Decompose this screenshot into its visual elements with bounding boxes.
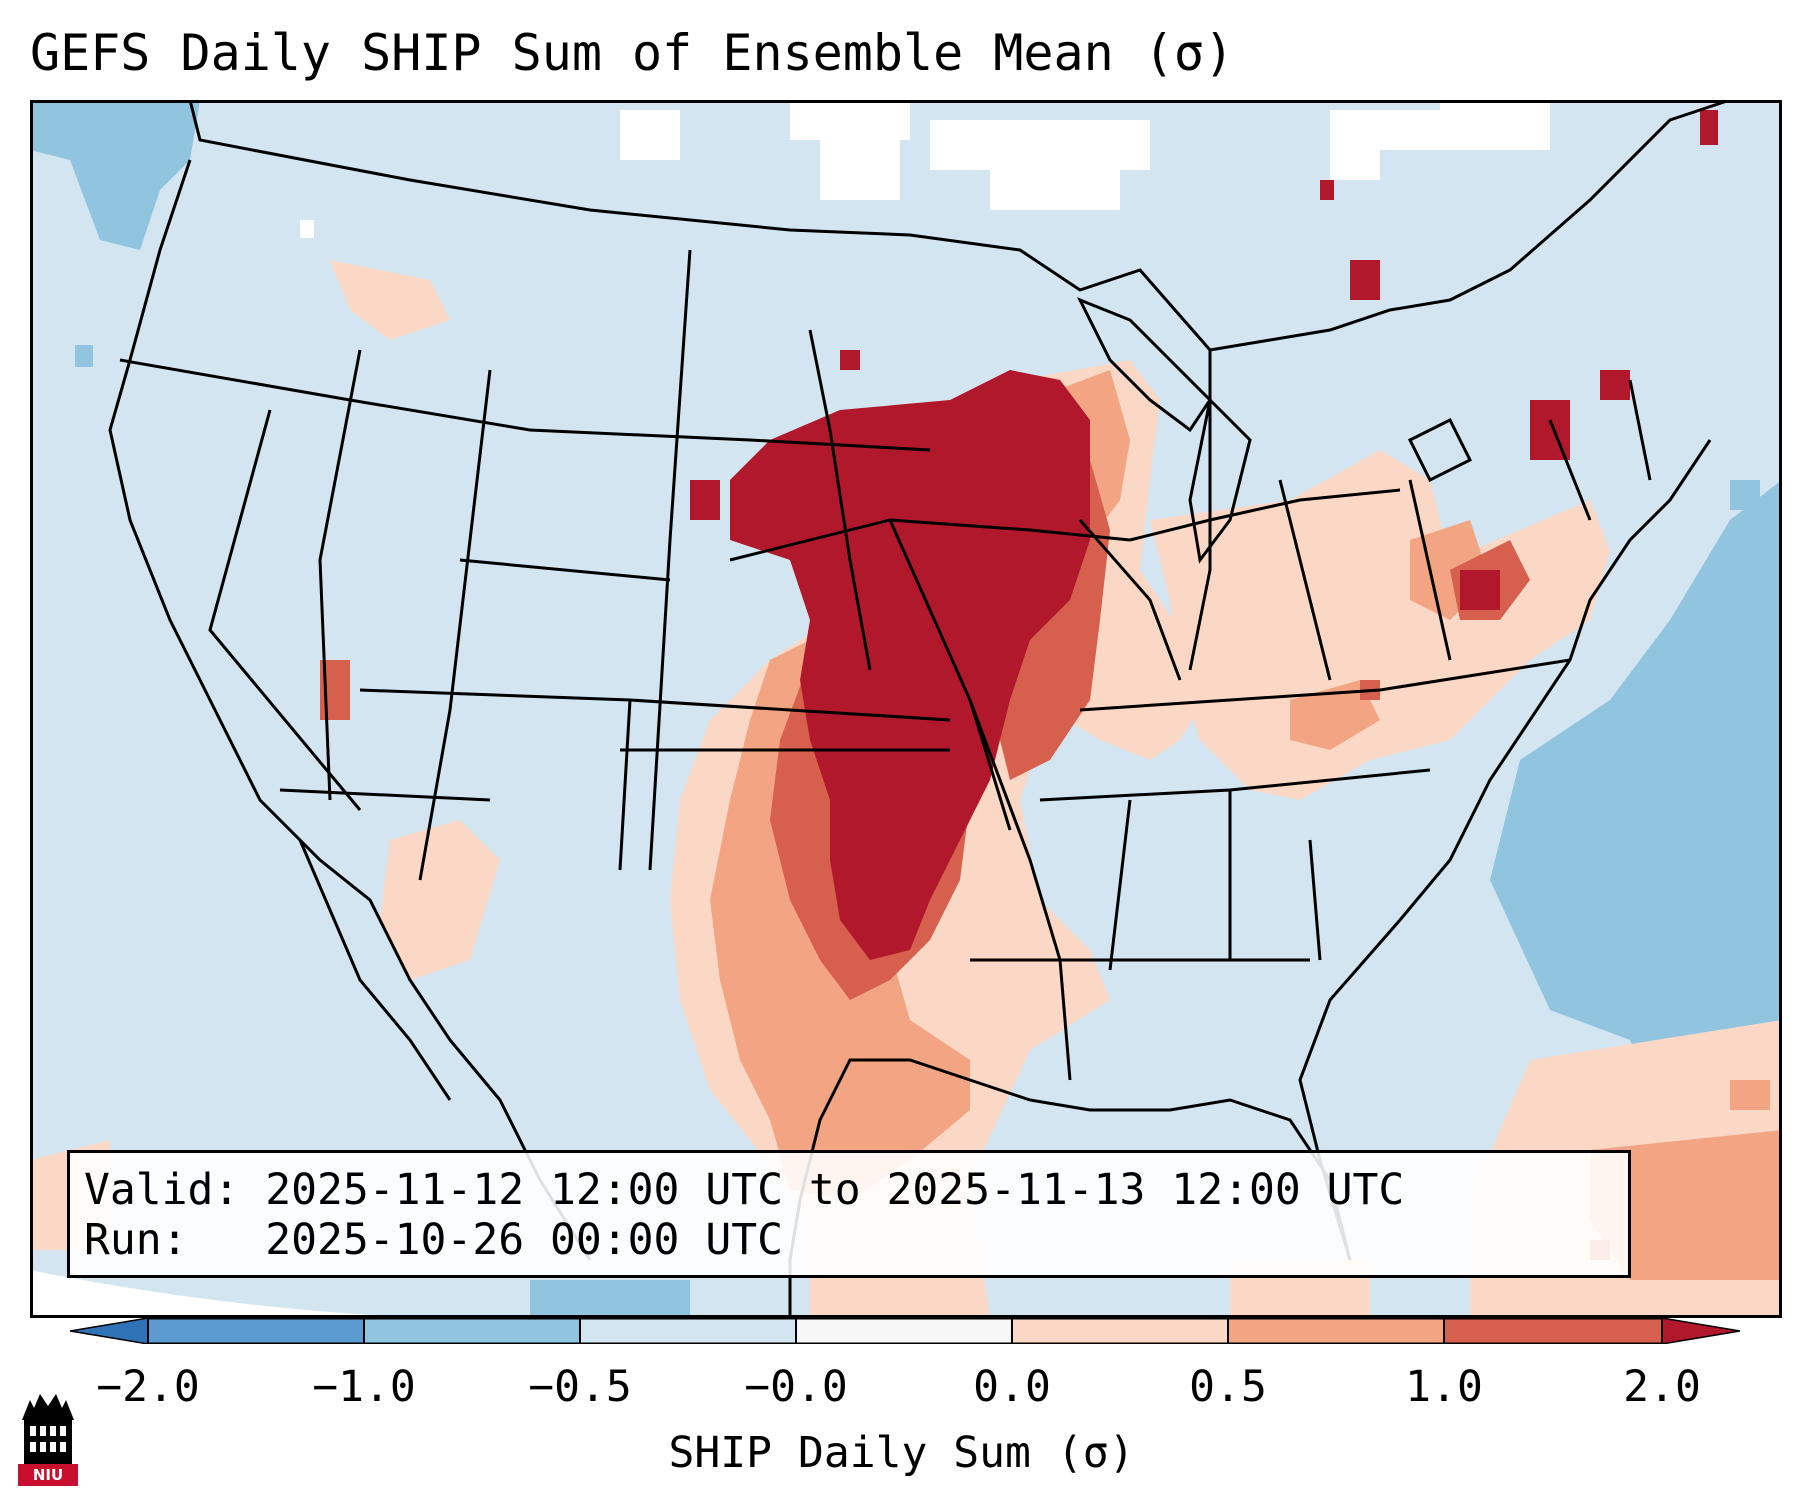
colorbar-bin-05-1 xyxy=(1228,1318,1444,1344)
boundary-lines xyxy=(108,100,1731,1318)
colorbar-bin-neg05-0 xyxy=(580,1318,796,1344)
colorbar-tick-label: −0.5 xyxy=(528,1362,632,1412)
colorbar-below-arrow xyxy=(70,1318,149,1344)
colorbar-tick-label: 2.0 xyxy=(1623,1362,1701,1412)
colorbar-tick-label: 0.0 xyxy=(973,1362,1051,1412)
white-patches xyxy=(300,100,1550,238)
page-title: GEFS Daily SHIP Sum of Ensemble Mean (σ) xyxy=(30,24,1235,82)
colorbar-bin-neg2-neg1 xyxy=(148,1318,364,1344)
colorbar-label: SHIP Daily Sum (σ) xyxy=(668,1428,1135,1478)
colorbar-tick-label: 1.0 xyxy=(1405,1362,1483,1412)
colorbar-tick-label: −2.0 xyxy=(96,1362,200,1412)
colorbar-bin-1-2 xyxy=(1444,1318,1662,1344)
colorbar-bin-0-05 xyxy=(1012,1318,1228,1344)
valid-time-text: Valid: 2025-11-12 12:00 UTC to 2025-11-1… xyxy=(84,1165,1405,1215)
colorbar-tick-label: 0.5 xyxy=(1189,1362,1267,1412)
niu-logo-text: NIU xyxy=(18,1464,78,1486)
map-border xyxy=(30,100,1782,1318)
colorbar-tick-marks xyxy=(147,1318,1663,1344)
niu-building-icon xyxy=(22,1394,74,1464)
niu-logo: NIU xyxy=(18,1392,78,1486)
colorbar-tick-label: −0.0 xyxy=(744,1362,848,1412)
colorbar-tick-label: −1.0 xyxy=(312,1362,416,1412)
map-outside-region xyxy=(30,1270,630,1318)
colorbar-bin-0-0 xyxy=(796,1318,1012,1344)
colorbar xyxy=(70,1318,1740,1344)
run-time-text: Run: 2025-10-26 00:00 UTC xyxy=(84,1215,783,1265)
anomaly-very-strong-warm xyxy=(690,110,1718,960)
info-box: Valid: 2025-11-12 12:00 UTC to 2025-11-1… xyxy=(67,1150,1631,1278)
map xyxy=(30,100,1782,1318)
colorbar-above-arrow xyxy=(1661,1318,1740,1344)
colorbar-bin-neg1-neg05 xyxy=(364,1318,580,1344)
